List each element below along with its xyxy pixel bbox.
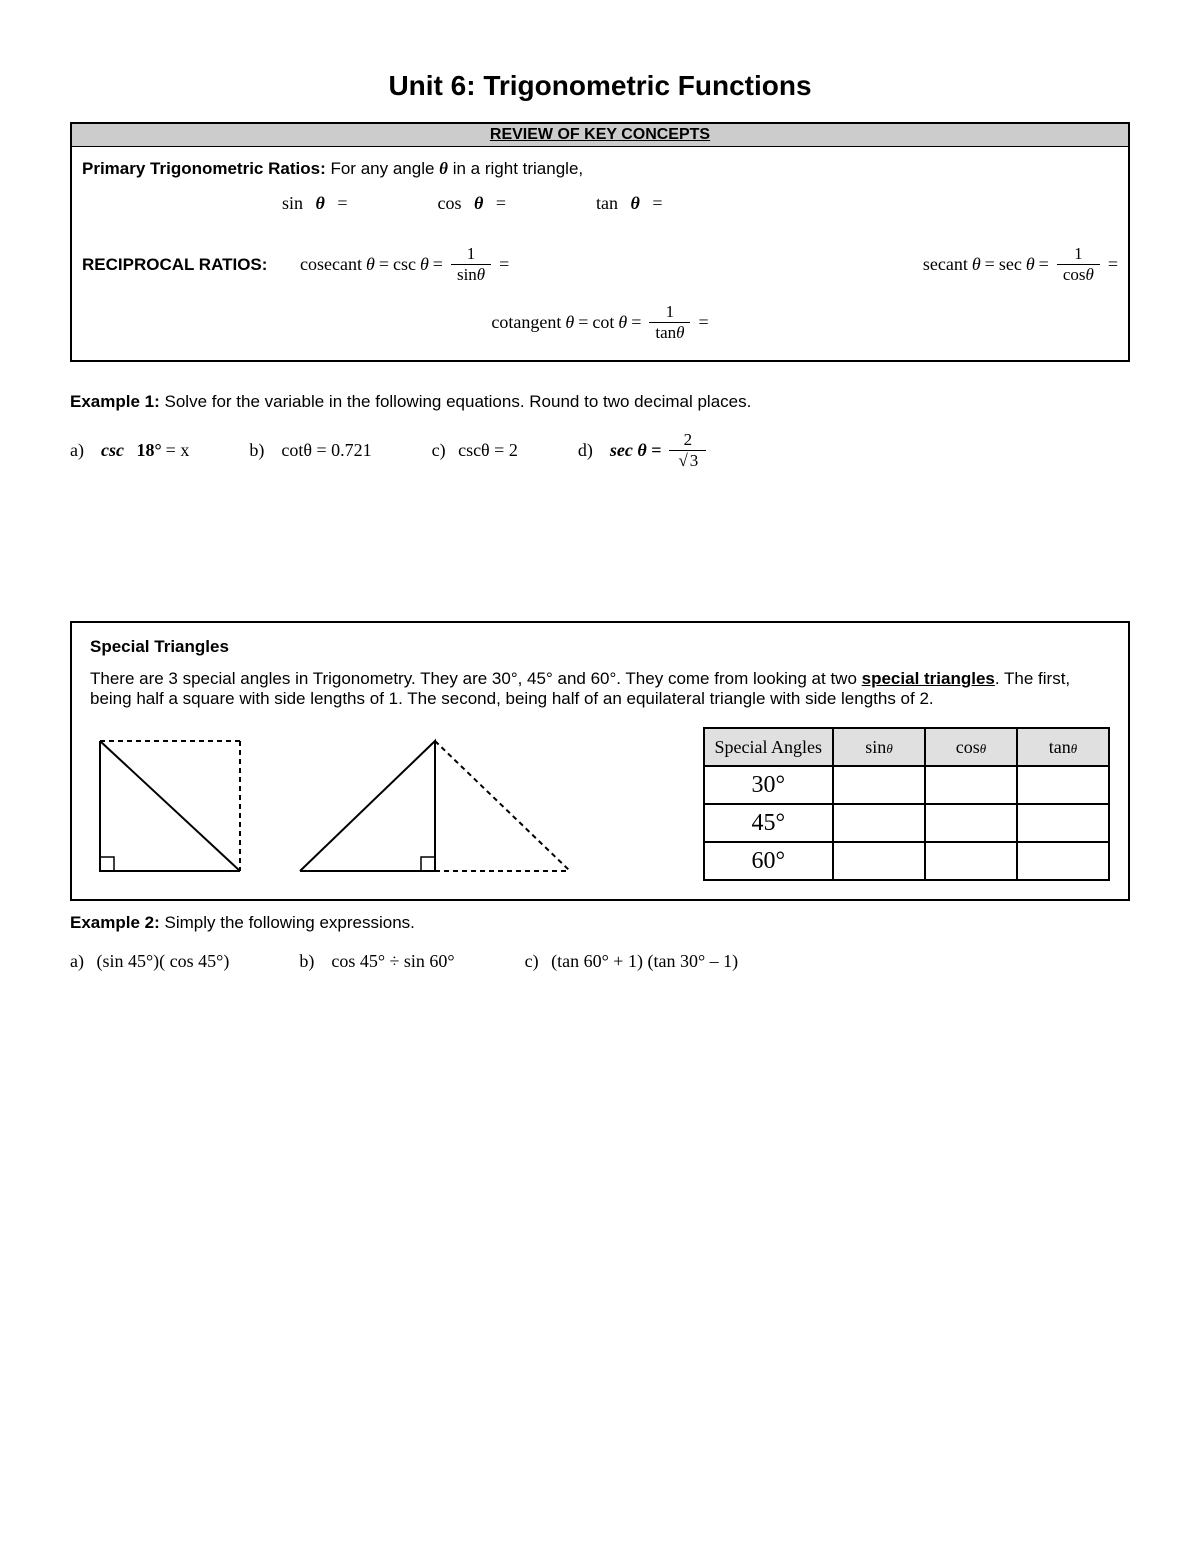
cosecant-def: cosecantθ = cscθ = 1 sinθ = — [300, 244, 509, 286]
ex1-a: a) csc 18°= x — [70, 430, 189, 472]
example-1-lead: Example 1: — [70, 392, 160, 411]
example-1-prompt: Solve for the variable in the following … — [165, 392, 752, 411]
example-2-lead: Example 2: — [70, 913, 160, 932]
example-2: Example 2: Simply the following expressi… — [70, 913, 1130, 972]
table-header-sin: sinθ — [833, 728, 925, 766]
special-triangles-box: Special Triangles There are 3 special an… — [70, 621, 1130, 901]
ex2-a: a) (sin 45°)( cos 45°) — [70, 951, 229, 972]
primary-ratios-line: Primary Trigonometric Ratios: For any an… — [82, 159, 1118, 179]
special-paragraph: There are 3 special angles in Trigonomet… — [90, 669, 1110, 709]
cos-theta: cos θ = — [438, 193, 507, 214]
ex1-b: b) cotθ = 0.721 — [249, 430, 371, 472]
table-header-cos: cosθ — [925, 728, 1017, 766]
table-header-angles: Special Angles — [704, 728, 833, 766]
table-header-tan: tanθ — [1017, 728, 1109, 766]
half-equilateral-diagram — [290, 731, 580, 881]
ex1-c: c) cscθ = 2 — [432, 430, 518, 472]
tan-theta: tan θ = — [596, 193, 663, 214]
reciprocal-label: RECIPROCAL RATIOS: — [82, 255, 272, 275]
table-row: 45° — [704, 804, 1109, 842]
ex1-d: d) sec θ = 2 3 — [578, 430, 710, 472]
page-title: Unit 6: Trigonometric Functions — [70, 70, 1130, 102]
cotangent-def: cotangentθ = cotθ = 1 tanθ = — [491, 302, 708, 344]
primary-label: Primary Trigonometric Ratios: — [82, 159, 326, 178]
primary-text: For any angle — [330, 159, 434, 178]
special-angles-table: Special Angles sinθ cosθ tanθ 30° 45° 60… — [703, 727, 1110, 881]
sin-theta: sin θ = — [282, 193, 348, 214]
example-2-prompt: Simply the following expressions. — [165, 913, 415, 932]
primary-text2: in a right triangle, — [453, 159, 583, 178]
review-header: REVIEW OF KEY CONCEPTS — [72, 124, 1128, 147]
ex2-c: c) (tan 60° + 1) (tan 30° – 1) — [525, 951, 739, 972]
special-heading: Special Triangles — [90, 637, 1110, 657]
table-row: 30° — [704, 766, 1109, 804]
review-box: REVIEW OF KEY CONCEPTS Primary Trigonome… — [70, 122, 1130, 362]
half-square-diagram — [90, 731, 260, 881]
ex2-b: b) cos 45° ÷ sin 60° — [299, 951, 454, 972]
secant-def: secantθ = secθ = 1 cosθ = — [923, 244, 1118, 286]
theta-symbol: θ — [439, 159, 448, 178]
example-1: Example 1: Solve for the variable in the… — [70, 392, 1130, 472]
table-row: 60° — [704, 842, 1109, 880]
